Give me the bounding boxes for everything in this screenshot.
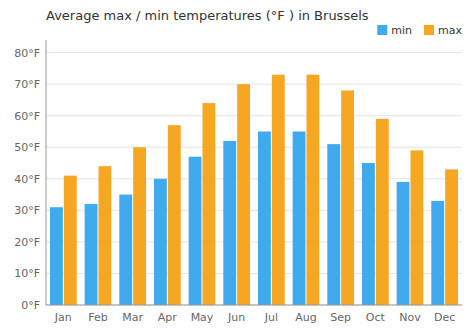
x-tick-label: May	[191, 311, 214, 324]
x-tick-label: Apr	[158, 311, 178, 324]
legend-swatch	[424, 25, 434, 35]
y-tick-label: 60°F	[14, 110, 40, 123]
bar	[50, 207, 63, 305]
bar	[293, 131, 306, 305]
x-tick-label: Sep	[330, 311, 351, 324]
x-tick-label: Dec	[434, 311, 455, 324]
y-tick-label: 30°F	[14, 204, 40, 217]
bar	[258, 131, 271, 305]
legend: min max	[377, 24, 462, 37]
x-tick-label: Mar	[122, 311, 143, 324]
bar	[85, 204, 98, 305]
bar	[133, 147, 146, 305]
x-tick-label: Nov	[399, 311, 421, 324]
legend-label: min	[391, 24, 412, 37]
title: Average max / min temperatures (°F ) in …	[46, 8, 369, 23]
x-tick-label: Jan	[54, 311, 72, 324]
bar	[168, 125, 181, 305]
grid-line	[46, 84, 462, 85]
x-axis-line	[46, 305, 462, 306]
bar	[64, 176, 77, 305]
legend-label: max	[438, 24, 462, 37]
bar	[223, 141, 236, 305]
bar	[445, 169, 458, 305]
legend-swatch	[377, 25, 387, 35]
y-tick-label: 80°F	[14, 47, 40, 60]
grid-line	[46, 147, 462, 148]
y-tick-label: 20°F	[14, 236, 40, 249]
bar	[341, 90, 354, 305]
y-tick-label: 10°F	[14, 267, 40, 280]
x-tick-label: Oct	[366, 311, 386, 324]
y-tick-label: 40°F	[14, 173, 40, 186]
bar	[203, 103, 216, 305]
bar	[327, 144, 340, 305]
grid-line	[46, 305, 462, 306]
bar	[397, 182, 410, 305]
bar	[272, 75, 285, 305]
bar	[411, 150, 424, 305]
x-tick-label: Jun	[227, 311, 245, 324]
x-tick-label: Feb	[88, 311, 107, 324]
chart-svg: Average max / min temperatures (°F ) in …	[0, 0, 474, 331]
bar	[119, 195, 132, 305]
x-tick-label: Jul	[264, 311, 278, 324]
x-tick-label: Aug	[295, 311, 316, 324]
bar	[362, 163, 375, 305]
bar	[376, 119, 389, 305]
bar	[431, 201, 444, 305]
bars	[50, 75, 458, 305]
bar	[307, 75, 320, 305]
y-tick-label: 0°F	[21, 299, 40, 312]
bar	[154, 179, 167, 305]
y-tick-label: 50°F	[14, 141, 40, 154]
chart-container: Average max / min temperatures (°F ) in …	[0, 0, 474, 331]
y-axis-line	[46, 40, 47, 305]
y-tick-label: 70°F	[14, 78, 40, 91]
bar	[237, 84, 250, 305]
bar	[99, 166, 112, 305]
bar	[189, 157, 202, 305]
grid-line	[46, 115, 462, 116]
grid-line	[46, 52, 462, 53]
